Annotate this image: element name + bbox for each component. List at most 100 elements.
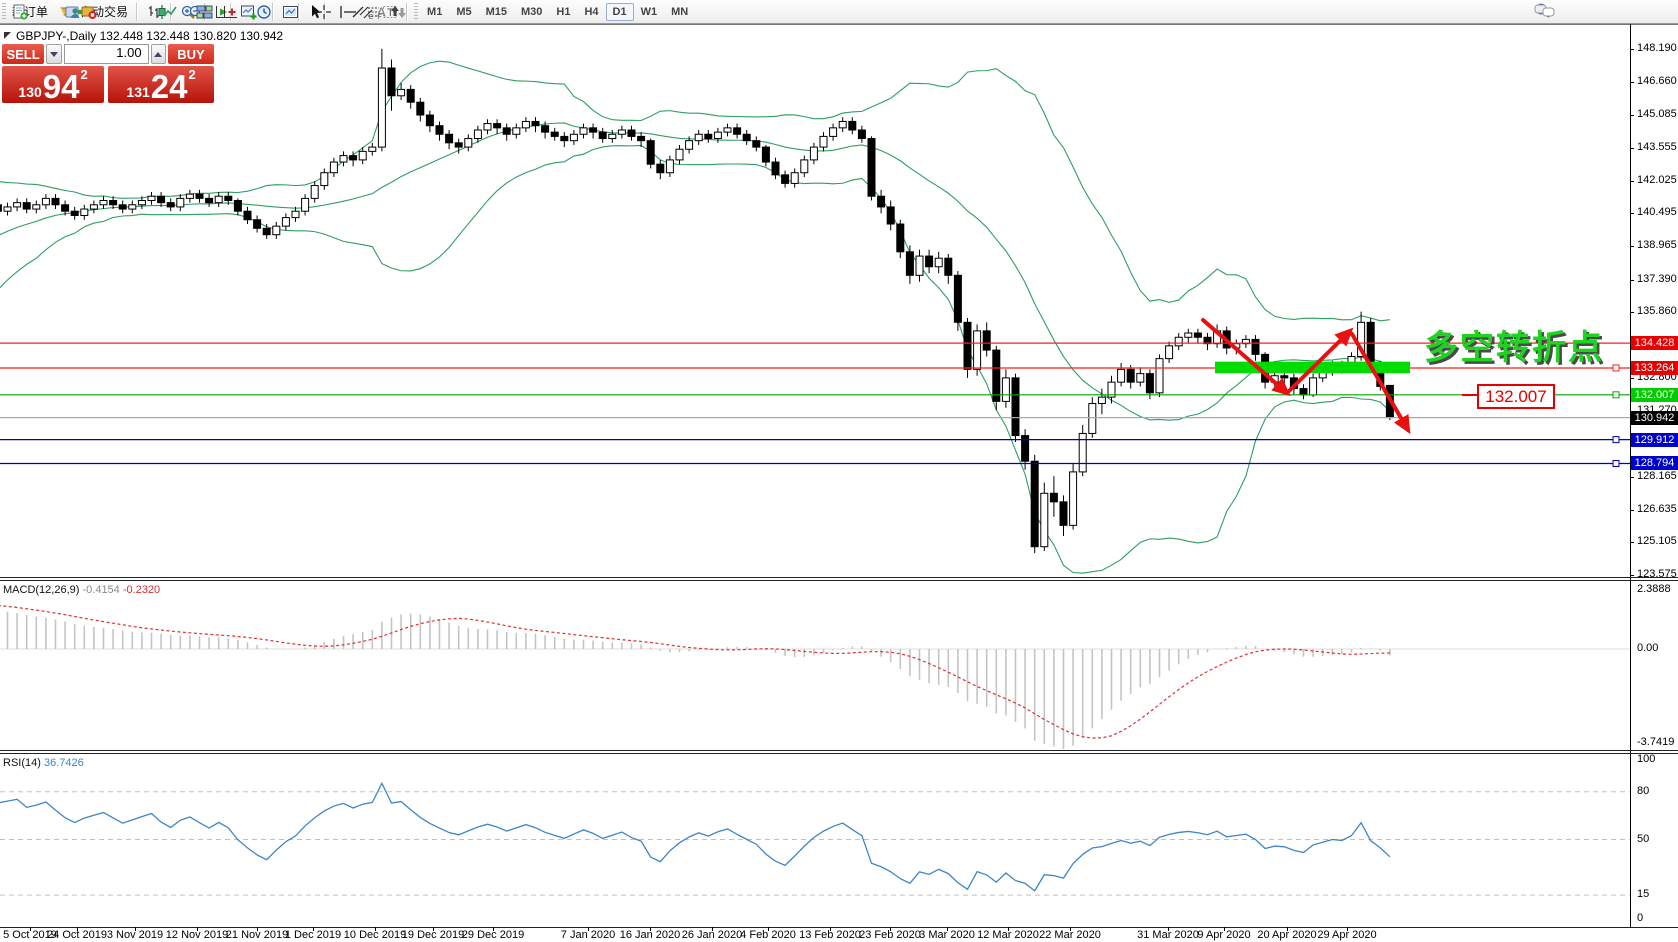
gold-button[interactable]: [52, 7, 73, 15]
sell-button[interactable]: SELL: [2, 44, 45, 64]
bull-candle: [464, 138, 473, 148]
vertical-line-tool[interactable]: [330, 5, 342, 18]
volume-increase-button[interactable]: [150, 44, 166, 64]
shapes-tool[interactable]: [386, 5, 407, 18]
timeframe-h1[interactable]: H1: [556, 5, 571, 18]
price-tick-label: 138.965: [1637, 239, 1677, 251]
bear-candle: [70, 210, 79, 216]
date-tick-label: 13 Feb 2020: [799, 929, 861, 941]
price-tag-annotation[interactable]: 132.007: [1477, 384, 1555, 409]
autotrading-button[interactable]: 自动交易: [76, 1, 132, 22]
price-tick: [1630, 115, 1634, 116]
toolbar-grip[interactable]: [414, 2, 419, 21]
candlestick-button[interactable]: [150, 4, 166, 19]
trend-arrow[interactable]: [1287, 327, 1354, 393]
bear-candle: [857, 129, 866, 140]
toolbar-separator: [324, 2, 327, 21]
bear-candle: [1030, 460, 1039, 548]
period-button[interactable]: [252, 4, 271, 19]
line-handle[interactable]: [1612, 459, 1620, 467]
new-order-button[interactable]: 新订单: [8, 1, 52, 22]
chart-add-button[interactable]: [218, 5, 238, 18]
buy-button[interactable]: BUY: [167, 44, 214, 64]
line-handle[interactable]: [1612, 364, 1620, 372]
date-tick-label: 26 Jan 2020: [681, 929, 743, 941]
macd-axis-label: 2.3888: [1637, 583, 1671, 595]
line-chart-button[interactable]: [158, 6, 177, 16]
cursor-tool-button[interactable]: [304, 4, 322, 18]
macd-signal-value: -0.2320: [122, 584, 161, 596]
price-tick: [1630, 575, 1634, 576]
rsi-axis-label: 100: [1637, 753, 1656, 765]
bull-candle: [617, 129, 626, 135]
date-tick: [1287, 927, 1288, 931]
timeframe-m5[interactable]: M5: [456, 5, 472, 18]
svg-text:T: T: [387, 7, 394, 19]
crosshair-tool-button[interactable]: [312, 4, 332, 19]
price-tick: [1630, 82, 1634, 83]
bear-candle: [1011, 377, 1020, 437]
chat-icon[interactable]: [1534, 2, 1556, 19]
template-button[interactable]: [278, 5, 299, 18]
macd-panel[interactable]: [0, 581, 1630, 749]
buy-price-display[interactable]: 131 24 2: [108, 66, 214, 103]
toolbar-separator: [136, 2, 139, 21]
price-badge-134.428: 134.428: [1631, 336, 1678, 350]
tile-windows-button[interactable]: [192, 5, 213, 18]
line-handle[interactable]: [1612, 436, 1620, 444]
line-handle[interactable]: [1612, 391, 1620, 399]
timeframe-w1[interactable]: W1: [640, 5, 658, 18]
volume-input[interactable]: 1.00: [63, 44, 149, 64]
shapes-icon: [391, 5, 407, 18]
trend-arrow[interactable]: [1201, 318, 1291, 397]
bar-chart-button[interactable]: [142, 5, 160, 18]
bear-candle: [752, 140, 761, 148]
timeframe-h4[interactable]: H4: [584, 5, 599, 18]
date-tick: [433, 927, 434, 931]
bull-candle: [137, 200, 146, 206]
volume-decrease-button[interactable]: [46, 44, 62, 64]
trendline-tool[interactable]: [346, 6, 364, 17]
sell-price-display[interactable]: 130 94 2: [2, 66, 105, 103]
timeframe-d1-selected[interactable]: D1: [605, 2, 634, 21]
timeframe-m1[interactable]: M1: [427, 5, 443, 18]
trend-arrow[interactable]: [1350, 332, 1411, 435]
toolbar-grip[interactable]: [2, 2, 6, 21]
timeframe-m15[interactable]: M15: [485, 5, 507, 18]
bear-candle: [742, 133, 751, 142]
symbol-period-label: GBPJPY-,Daily: [16, 29, 97, 43]
bull-candle: [3, 206, 12, 212]
turning-point-annotation[interactable]: 多空转折点: [1424, 329, 1604, 367]
bull-candle: [819, 135, 828, 148]
bull-candle: [13, 202, 22, 208]
bear-candle: [349, 155, 358, 161]
rsi-name: RSI(14): [3, 757, 41, 769]
rsi-panel[interactable]: [0, 754, 1630, 927]
price-tick: [1630, 280, 1634, 281]
channel-tool[interactable]: E: [354, 6, 373, 20]
date-tick: [30, 927, 31, 931]
panel-separator[interactable]: [0, 577, 1678, 578]
new-chart-button[interactable]: [236, 5, 257, 19]
bollinger-bands: [0, 60, 1391, 574]
bull-candle: [1001, 377, 1010, 402]
timeframe-mn[interactable]: MN: [671, 5, 689, 18]
panel-separator[interactable]: [0, 750, 1678, 751]
date-tick: [947, 927, 948, 931]
collapse-arrow-icon[interactable]: [4, 32, 11, 39]
fibonacci-tool[interactable]: F: [362, 7, 382, 20]
date-tick-label: 12 Mar 2020: [977, 929, 1039, 941]
main-chart-panel[interactable]: [0, 25, 1630, 578]
bull-candle: [1078, 432, 1087, 473]
text-tool[interactable]: A: [370, 4, 386, 19]
bull-candle: [339, 155, 348, 163]
bear-candle: [425, 114, 434, 127]
bear-candle: [109, 200, 118, 206]
bear-candle: [905, 251, 914, 276]
horizontal-line-tool[interactable]: [338, 10, 357, 14]
bear-candle: [560, 135, 569, 142]
timeframe-m30[interactable]: M30: [521, 5, 543, 18]
panel-separator[interactable]: [0, 753, 1678, 754]
cursor-icon: [312, 4, 322, 18]
panel-separator[interactable]: [0, 580, 1678, 581]
